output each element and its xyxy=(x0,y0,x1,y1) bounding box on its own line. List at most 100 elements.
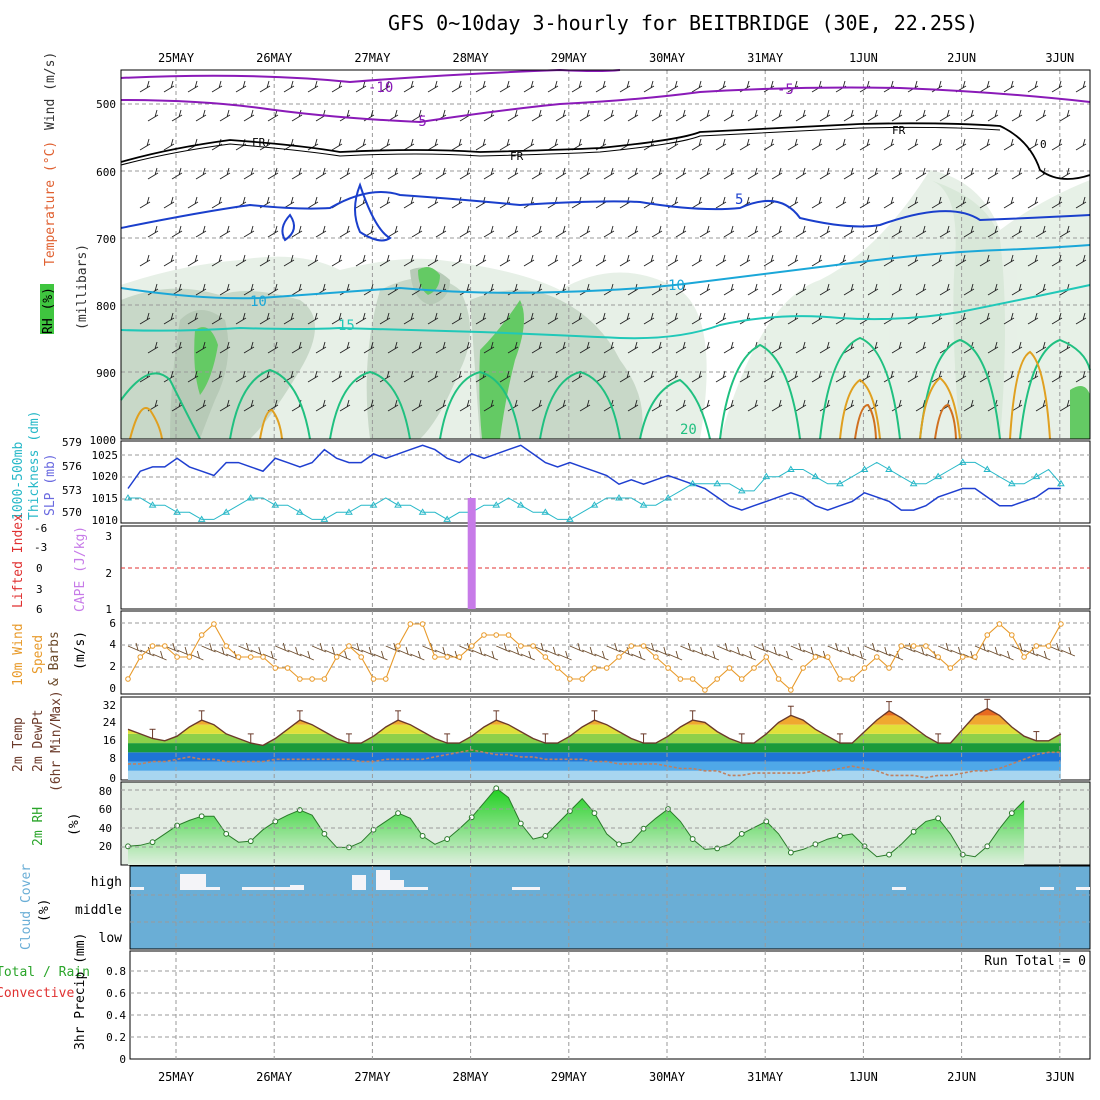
wind-barb xyxy=(235,312,247,325)
wind-barb xyxy=(547,370,559,383)
contour-fr xyxy=(120,122,1091,180)
wind10-speed-point xyxy=(714,676,721,682)
wind10-speed-point xyxy=(358,654,365,660)
wind-barb xyxy=(699,341,711,354)
wind-barb xyxy=(843,399,855,412)
wind-barb xyxy=(195,283,207,296)
wind10-barb xyxy=(631,650,646,661)
wind-barb xyxy=(427,370,439,383)
wind-barb xyxy=(523,312,535,325)
wind10-barb xyxy=(557,650,572,661)
wind-barb xyxy=(843,167,855,180)
wind-barb xyxy=(331,254,343,267)
wind10-axes: 6 4 2 0 10m Wind Speed & Barbs (m/s) xyxy=(11,617,116,695)
date-label-top: 27MAY xyxy=(354,51,391,65)
wind-barb xyxy=(955,138,967,151)
wind-barb xyxy=(427,138,439,151)
wind-barb xyxy=(411,399,423,412)
wind10-speed-point xyxy=(272,665,279,671)
wind-barb xyxy=(955,196,967,209)
date-label-bottom: 27MAY xyxy=(354,1070,391,1084)
wind-barb xyxy=(171,109,183,122)
wind-barb xyxy=(283,80,295,93)
date-label-top: 29MAY xyxy=(551,51,588,65)
wind-barb xyxy=(939,283,951,296)
wind-barb xyxy=(171,341,183,354)
contour-label: FR xyxy=(892,124,906,137)
wind-barb xyxy=(475,138,487,151)
rh2m-point xyxy=(370,826,377,833)
rh2m-point xyxy=(591,810,598,817)
cape-bar xyxy=(467,498,476,609)
wind-barb xyxy=(379,138,391,151)
wind-barb xyxy=(955,254,967,267)
wind10-barb xyxy=(864,642,879,653)
wind-barb xyxy=(1075,138,1087,151)
contour-plus5 xyxy=(120,191,1091,229)
wind-barb xyxy=(715,312,727,325)
wind10-speed-point xyxy=(984,632,991,638)
slp-panel: 579 576 573 570 1025 1020 1015 1010 1000… xyxy=(11,410,1091,527)
thickness-point xyxy=(197,515,206,522)
wind-barb xyxy=(619,196,631,209)
slp-tick: 1010 xyxy=(92,514,119,527)
rh2m-point xyxy=(125,843,131,850)
thickness-point xyxy=(811,472,820,480)
pressure-axis-label: (millibars) xyxy=(75,244,90,330)
wind-barb xyxy=(315,167,327,180)
wind-barb xyxy=(139,80,151,93)
wind-barb xyxy=(403,196,415,209)
wind-barb xyxy=(483,167,495,180)
rh2m-series xyxy=(125,785,1025,865)
wind-barb xyxy=(1011,225,1023,238)
precip-tick: 0.8 xyxy=(106,965,126,978)
thickness-point xyxy=(222,508,231,515)
contour-label: -10 xyxy=(368,80,393,96)
wind-barb xyxy=(1035,399,1047,412)
wind-barb xyxy=(1003,254,1015,267)
thickness-point xyxy=(909,479,918,487)
wind10-barb xyxy=(839,646,855,657)
wind10-speed-point xyxy=(346,643,352,649)
wind-barb xyxy=(555,399,567,412)
wind-barb xyxy=(147,341,159,354)
temp2m-tick: 16 xyxy=(103,734,116,747)
date-label-bottom: 30MAY xyxy=(649,1070,686,1084)
wind10-speed-point xyxy=(689,676,696,682)
thickness-point xyxy=(688,479,697,487)
wind10-barb xyxy=(520,650,535,661)
wind10-barb xyxy=(471,646,486,657)
wind-barb xyxy=(363,109,375,122)
temp2m-series xyxy=(127,698,1062,779)
wind-barb xyxy=(819,341,831,354)
wind10-speed-point xyxy=(591,665,598,671)
wind-barb xyxy=(1051,80,1063,93)
thickness-point xyxy=(492,501,501,508)
temp2m-tick: 8 xyxy=(109,752,116,765)
wind10-barb xyxy=(766,646,781,657)
wind-barb xyxy=(331,370,343,383)
wind-barb xyxy=(931,196,943,209)
wind-barb xyxy=(763,138,775,151)
pressure-tick: 1000 xyxy=(90,434,117,447)
wind-barb xyxy=(315,341,327,354)
temp-band xyxy=(128,752,1061,762)
wind-barb xyxy=(507,167,519,180)
contour-label: 20 xyxy=(680,422,697,438)
wind-barb xyxy=(571,254,583,267)
wind-barb xyxy=(915,283,927,296)
wind-barb xyxy=(979,254,991,267)
wind-barb xyxy=(219,109,231,122)
wind10-speed-point xyxy=(518,643,524,649)
wind-barb xyxy=(139,138,151,151)
wind10-speed-point xyxy=(481,632,487,638)
wind-barb xyxy=(627,225,639,238)
wind-barb xyxy=(243,167,255,180)
wind10-barb xyxy=(704,650,720,661)
wind-barb xyxy=(603,341,615,354)
rh2m-point xyxy=(542,833,549,839)
wind-barb xyxy=(987,283,999,296)
wind-barb xyxy=(427,80,439,93)
wind10-speed-point xyxy=(738,676,745,682)
wind10-speed-point xyxy=(1009,632,1015,638)
